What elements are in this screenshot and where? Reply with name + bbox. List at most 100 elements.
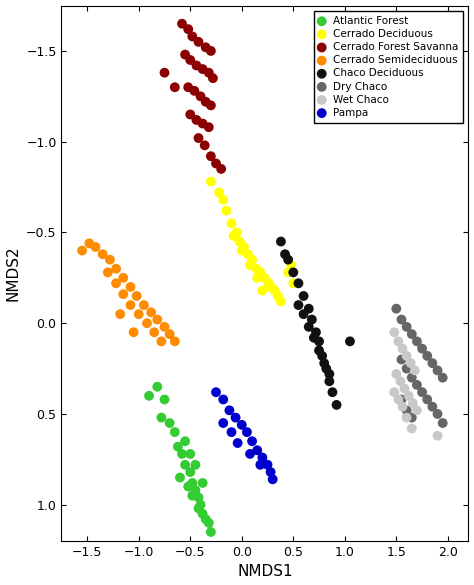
Chaco Deciduous (328, 387, 336, 397)
Dry Chaco (423, 351, 431, 360)
Dry Chaco (413, 337, 421, 346)
Cerrado Forest Savanna (199, 64, 206, 74)
Cerrado Semideciduous (147, 308, 155, 317)
Atlantic Forest (195, 493, 202, 502)
Cerrado Forest Savanna (207, 101, 215, 110)
Wet Chaco (391, 328, 398, 337)
Legend: Atlantic Forest, Cerrado Deciduous, Cerrado Forest Savanna, Cerrado Semideciduou: Atlantic Forest, Cerrado Deciduous, Cerr… (314, 11, 463, 123)
Atlantic Forest (199, 479, 206, 488)
Cerrado Semideciduous (99, 250, 107, 259)
Wet Chaco (408, 424, 416, 433)
Cerrado Forest Savanna (192, 61, 200, 70)
Wet Chaco (392, 369, 400, 378)
Cerrado Semideciduous (78, 246, 86, 255)
Chaco Deciduous (333, 400, 340, 410)
Cerrado Deciduous (215, 188, 223, 197)
Dry Chaco (428, 359, 436, 368)
Cerrado Semideciduous (106, 255, 114, 264)
Dry Chaco (408, 413, 416, 422)
Wet Chaco (407, 359, 415, 368)
Cerrado Forest Savanna (182, 50, 189, 59)
Cerrado Forest Savanna (199, 119, 206, 128)
Cerrado Semideciduous (119, 273, 127, 283)
Chaco Deciduous (300, 291, 307, 301)
Atlantic Forest (199, 509, 206, 518)
Chaco Deciduous (284, 255, 292, 264)
Cerrado Forest Savanna (205, 122, 213, 132)
Cerrado Deciduous (284, 268, 292, 277)
Cerrado Deciduous (267, 282, 274, 291)
Cerrado Deciduous (256, 268, 264, 277)
Chaco Deciduous (295, 278, 302, 288)
Atlantic Forest (184, 482, 192, 491)
Dry Chaco (434, 410, 441, 419)
Chaco Deciduous (308, 315, 316, 324)
Cerrado Deciduous (219, 195, 227, 205)
Cerrado Forest Savanna (189, 32, 196, 41)
Atlantic Forest (207, 527, 215, 536)
Cerrado Deciduous (253, 264, 260, 273)
Cerrado Forest Savanna (191, 86, 198, 95)
Cerrado Semideciduous (117, 309, 124, 319)
Cerrado Semideciduous (158, 337, 165, 346)
Wet Chaco (394, 337, 402, 346)
Cerrado Deciduous (287, 260, 295, 270)
Atlantic Forest (182, 460, 189, 470)
Cerrado Forest Savanna (207, 152, 215, 161)
Chaco Deciduous (319, 351, 326, 360)
Cerrado Semideciduous (119, 290, 127, 299)
Cerrado Deciduous (236, 237, 244, 246)
Cerrado Semideciduous (171, 337, 179, 346)
Cerrado Forest Savanna (186, 110, 194, 119)
Atlantic Forest (189, 491, 196, 500)
Chaco Deciduous (300, 309, 307, 319)
Pampa (264, 460, 271, 470)
Dry Chaco (398, 395, 405, 404)
Dry Chaco (423, 395, 431, 404)
Pampa (238, 420, 246, 429)
Chaco Deciduous (290, 268, 297, 277)
Cerrado Deciduous (222, 206, 230, 215)
Chaco Deciduous (322, 364, 330, 373)
Cerrado Forest Savanna (201, 140, 209, 150)
Pampa (256, 460, 264, 470)
Wet Chaco (434, 431, 441, 441)
Cerrado Forest Savanna (178, 19, 186, 29)
Cerrado Forest Savanna (205, 68, 213, 77)
Atlantic Forest (176, 473, 184, 482)
Cerrado Forest Savanna (212, 159, 220, 168)
Wet Chaco (394, 395, 402, 404)
Cerrado Deciduous (207, 177, 215, 186)
Dry Chaco (403, 364, 410, 373)
Cerrado Deciduous (261, 273, 268, 283)
Atlantic Forest (171, 428, 179, 437)
Dry Chaco (392, 304, 400, 314)
Dry Chaco (398, 355, 405, 364)
Cerrado Semideciduous (91, 242, 99, 252)
Cerrado Semideciduous (85, 239, 93, 248)
Chaco Deciduous (277, 237, 285, 246)
Cerrado Forest Savanna (192, 115, 200, 125)
Wet Chaco (411, 366, 419, 375)
Cerrado Deciduous (290, 278, 297, 288)
Cerrado Forest Savanna (202, 43, 210, 52)
Atlantic Forest (145, 391, 153, 401)
Atlantic Forest (178, 449, 186, 459)
Cerrado Deciduous (244, 250, 252, 259)
Cerrado Deciduous (228, 219, 235, 228)
Dry Chaco (434, 366, 441, 375)
Pampa (212, 387, 220, 397)
Cerrado Semideciduous (161, 322, 168, 332)
Chaco Deciduous (281, 250, 289, 259)
Cerrado Deciduous (265, 278, 273, 288)
Cerrado Forest Savanna (171, 82, 179, 92)
Pampa (269, 474, 276, 484)
Dry Chaco (403, 405, 410, 415)
Cerrado Semideciduous (104, 268, 112, 277)
Cerrado Deciduous (233, 228, 240, 237)
Pampa (226, 405, 233, 415)
Wet Chaco (413, 405, 421, 415)
Atlantic Forest (191, 486, 199, 495)
Wet Chaco (399, 344, 406, 353)
Y-axis label: NMDS2: NMDS2 (6, 246, 20, 301)
